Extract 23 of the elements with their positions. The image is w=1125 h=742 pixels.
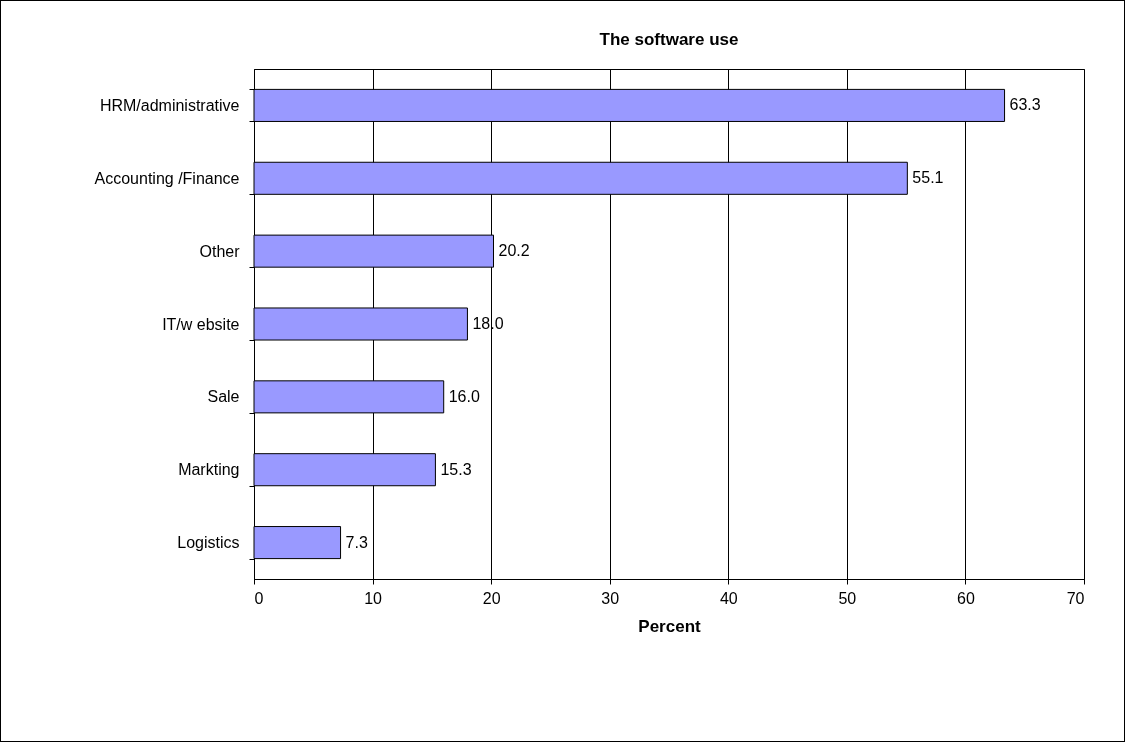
data-label: 63.3 — [1009, 96, 1041, 114]
y-tick-label: Sale — [207, 388, 240, 406]
data-label: 15.3 — [440, 460, 472, 478]
data-label: 16.0 — [448, 387, 480, 405]
chart-title: The software use — [599, 30, 739, 49]
y-tick-label: HRM/administrative — [99, 96, 240, 114]
x-tick-label: 0 — [254, 589, 264, 607]
x-tick-label: 40 — [719, 589, 738, 607]
x-tick-label: 70 — [1066, 589, 1085, 607]
data-label: 20.2 — [498, 242, 530, 260]
y-tick-label: IT/w ebsite — [162, 315, 240, 333]
x-tick-label: 30 — [601, 589, 620, 607]
y-tick-label: Accounting /Finance — [94, 169, 240, 187]
data-label: 7.3 — [345, 533, 368, 551]
y-tick-label: Logistics — [177, 534, 240, 552]
x-tick-label: 20 — [482, 589, 501, 607]
y-tick-label: Other — [199, 242, 241, 260]
x-tick-label: 50 — [838, 589, 857, 607]
data-label: 55.1 — [912, 169, 944, 187]
x-axis-title: Percent — [638, 616, 702, 636]
x-tick-label: 60 — [957, 589, 975, 607]
x-tick-label: 10 — [364, 589, 383, 607]
y-tick-label: Markting — [178, 461, 240, 479]
